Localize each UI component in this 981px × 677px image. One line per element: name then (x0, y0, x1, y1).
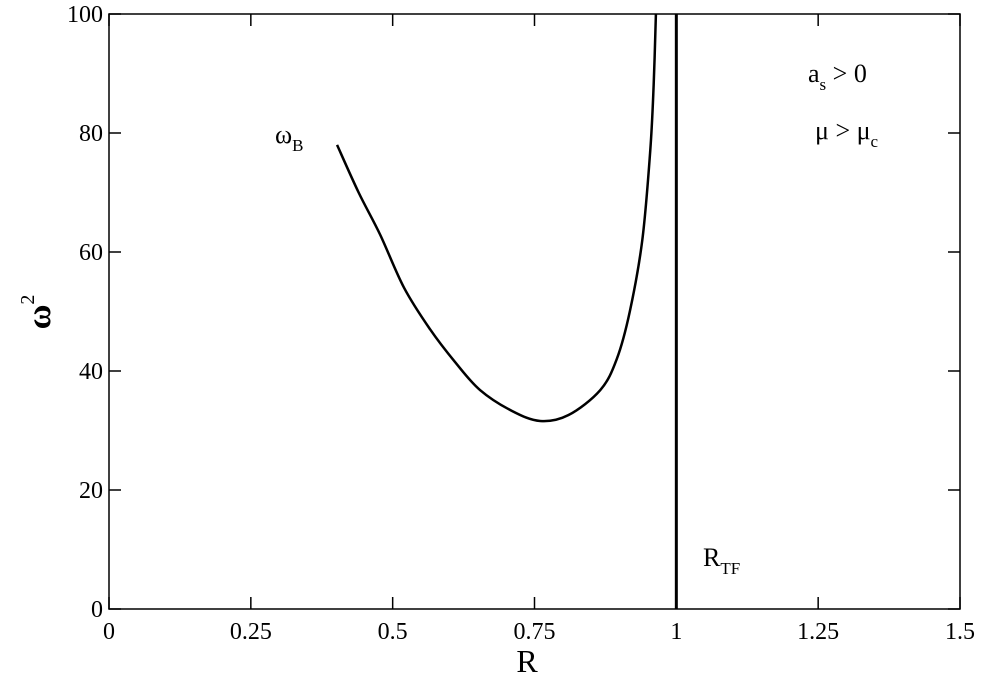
annotation: as > 0 (808, 59, 867, 94)
y-tick-label: 0 (91, 597, 103, 623)
x-tick-label: 1 (670, 619, 682, 645)
annotation-sub: s (820, 75, 827, 94)
annotation-text: μ > μ (815, 116, 871, 145)
x-tick-label: 0 (103, 619, 115, 645)
x-axis-label: R (516, 643, 538, 677)
y-tick-label: 80 (79, 121, 103, 147)
y-tick-label: 100 (67, 2, 103, 28)
curve (335, 13, 658, 423)
y-axis-label: ω2 (17, 295, 58, 330)
annotation-rest: > 0 (826, 59, 867, 88)
y-tick-label: 20 (79, 478, 103, 504)
annotation: RTF (703, 543, 740, 578)
y-label-main: ω (21, 305, 58, 330)
y-tick-label: 40 (79, 359, 103, 385)
annotation: μ > μc (815, 116, 879, 151)
x-tick-label: 0.75 (514, 619, 556, 645)
y-label-sup: 2 (17, 295, 39, 305)
x-tick-label: 0.5 (378, 619, 408, 645)
annotation: ωB (275, 120, 303, 155)
x-tick-label: 0.25 (230, 619, 272, 645)
annotation-text: a (808, 59, 820, 88)
annotation-text: ω (275, 120, 292, 149)
annotation-sub: c (871, 132, 879, 151)
x-tick-label: 1.5 (945, 619, 975, 645)
annotation-sub: TF (720, 559, 740, 578)
x-tick-label: 1.25 (797, 619, 839, 645)
annotation-text: R (703, 543, 721, 572)
y-tick-label: 60 (79, 240, 103, 266)
plot-frame (108, 13, 961, 610)
annotation-sub: B (292, 136, 303, 155)
